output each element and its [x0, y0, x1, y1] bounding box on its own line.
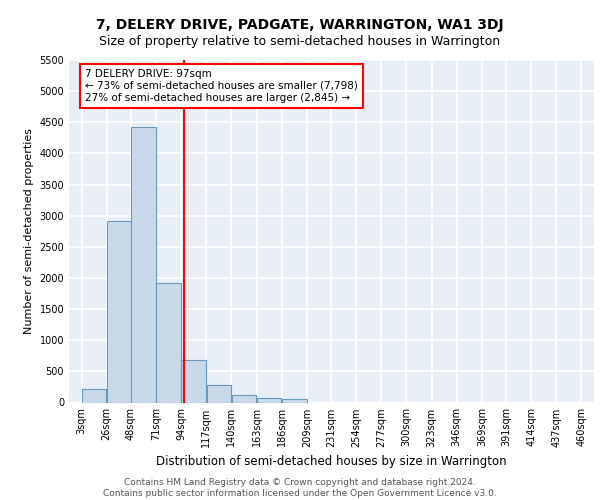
Text: Contains HM Land Registry data © Crown copyright and database right 2024.
Contai: Contains HM Land Registry data © Crown c…: [103, 478, 497, 498]
Bar: [232, 395, 256, 402]
Text: 7 DELERY DRIVE: 97sqm
← 73% of semi-detached houses are smaller (7,798)
27% of s: 7 DELERY DRIVE: 97sqm ← 73% of semi-deta…: [85, 70, 358, 102]
Bar: [82, 389, 106, 402]
Text: 7, DELERY DRIVE, PADGATE, WARRINGTON, WA1 3DJ: 7, DELERY DRIVE, PADGATE, WARRINGTON, WA…: [96, 18, 504, 32]
Bar: [181, 360, 206, 403]
Bar: [156, 283, 181, 403]
X-axis label: Distribution of semi-detached houses by size in Warrington: Distribution of semi-detached houses by …: [156, 455, 507, 468]
Bar: [206, 385, 231, 402]
Bar: [131, 126, 156, 402]
Bar: [282, 400, 307, 402]
Y-axis label: Number of semi-detached properties: Number of semi-detached properties: [24, 128, 34, 334]
Bar: [257, 398, 281, 402]
Text: Size of property relative to semi-detached houses in Warrington: Size of property relative to semi-detach…: [100, 35, 500, 48]
Bar: [107, 220, 131, 402]
